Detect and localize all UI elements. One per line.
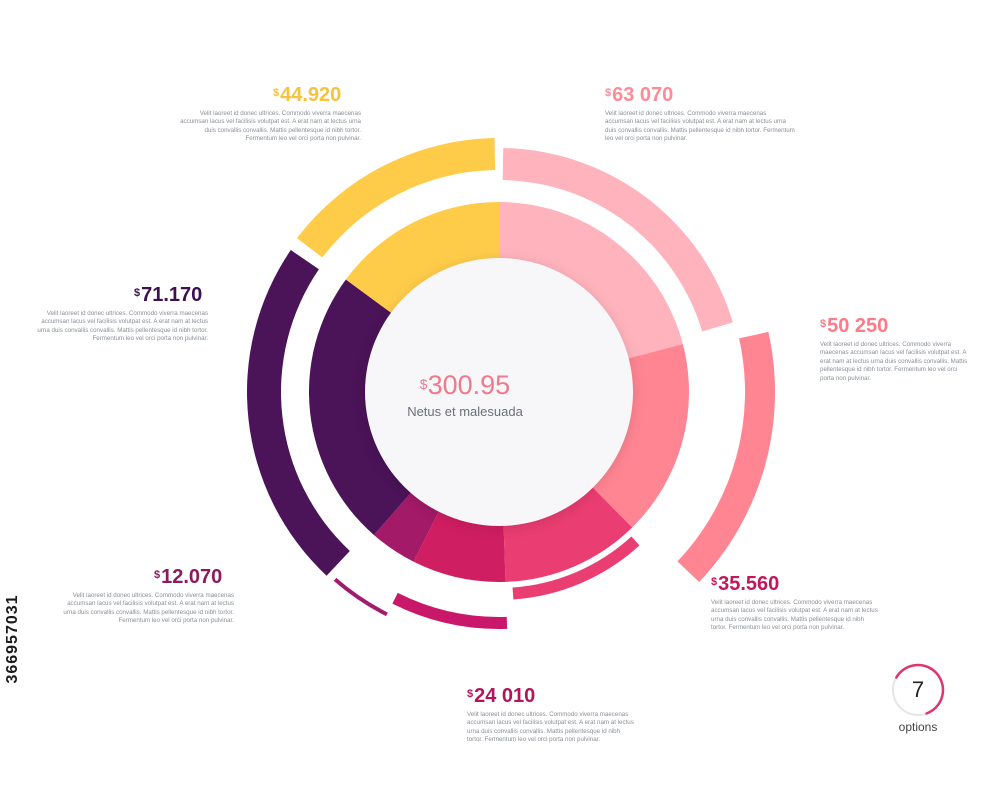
label-segment-6: $44.920 Velit laoreet id donec ultrices.… <box>177 84 361 144</box>
options-count: 7 <box>911 677 925 702</box>
label-segment-5: $71.170 Velit laoreet id donec ultrices.… <box>30 284 208 344</box>
currency-sign: $ <box>820 318 827 330</box>
label-segment-0: $63 070 Velit laoreet id donec ultrices.… <box>605 84 795 144</box>
inner-slice-0 <box>499 202 683 364</box>
segment-value: $24 010 <box>467 685 536 707</box>
segment-value: $71.170 <box>134 284 203 306</box>
total-value: $300.95 <box>419 370 511 400</box>
currency-sign: $ <box>134 287 141 299</box>
outer-ring <box>247 138 776 629</box>
currency-sign: $ <box>605 87 612 99</box>
outer-band-4 <box>333 577 388 617</box>
currency-sign: $ <box>273 87 280 99</box>
outer-band-5 <box>247 250 350 576</box>
options-caption: options <box>898 720 938 734</box>
segment-desc: Velit laoreet id donec ultrices. Commodo… <box>63 592 234 625</box>
options-badge: 7 options <box>870 662 966 734</box>
center-total: $300.95 Netus et malesuada <box>360 370 570 419</box>
inner-slice-1 <box>578 344 689 528</box>
outer-band-1 <box>677 331 776 583</box>
currency-sign: $ <box>467 688 474 700</box>
outer-band-3 <box>392 592 508 629</box>
segment-value: $50 250 <box>820 315 889 337</box>
segment-desc: Velit laoreet id donec ultrices. Commodo… <box>37 310 208 343</box>
outer-band-6 <box>296 138 496 258</box>
inner-slice-6 <box>345 202 499 325</box>
label-segment-4: $12.070 Velit laoreet id donec ultrices.… <box>62 566 234 626</box>
segment-value: $12.070 <box>154 566 223 588</box>
segment-desc: Velit laoreet id donec ultrices. Commodo… <box>605 110 795 143</box>
segment-value: $63 070 <box>605 84 674 106</box>
options-ring-icon <box>892 663 945 716</box>
segment-desc: Velit laoreet id donec ultrices. Commodo… <box>711 599 878 632</box>
center-disc <box>365 258 633 526</box>
label-segment-1: $50 250 Velit laoreet id donec ultrices.… <box>820 315 970 383</box>
outer-band-0 <box>502 148 733 332</box>
segment-value: $35.560 <box>711 573 780 595</box>
total-caption: Netus et malesuada <box>407 404 523 419</box>
segment-desc: Velit laoreet id donec ultrices. Commodo… <box>820 341 968 382</box>
label-segment-3: $24 010 Velit laoreet id donec ultrices.… <box>467 685 637 745</box>
stock-id: 366957031 <box>4 594 21 684</box>
segment-value: $44.920 <box>273 84 342 106</box>
segment-desc: Velit laoreet id donec ultrices. Commodo… <box>180 110 361 143</box>
currency-sign: $ <box>154 569 161 581</box>
outer-band-2 <box>512 536 640 600</box>
currency-sign: $ <box>711 576 718 588</box>
segment-desc: Velit laoreet id donec ultrices. Commodo… <box>467 711 634 744</box>
label-segment-2: $35.560 Velit laoreet id donec ultrices.… <box>711 573 881 633</box>
